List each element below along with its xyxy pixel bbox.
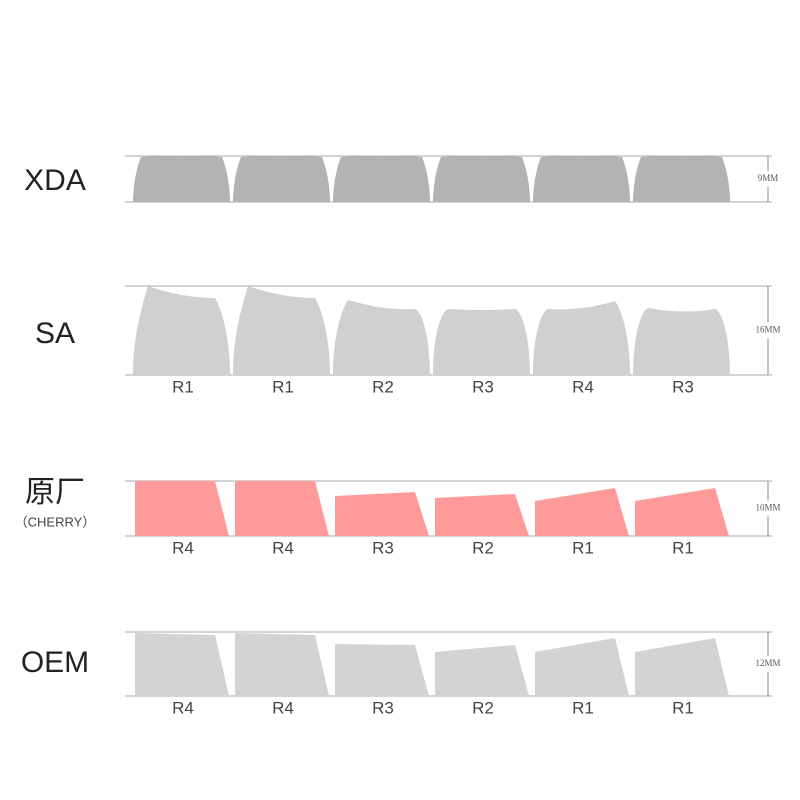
keycap bbox=[335, 492, 429, 536]
keycap bbox=[235, 481, 329, 536]
keycap bbox=[435, 494, 529, 536]
keycap bbox=[135, 633, 229, 696]
keycap bbox=[235, 633, 329, 696]
height-label: 10MM bbox=[755, 503, 780, 513]
keycap bbox=[135, 481, 229, 536]
keycap bbox=[635, 488, 729, 536]
row-label: R2 bbox=[372, 377, 394, 396]
keycap bbox=[633, 308, 730, 375]
row-label: R1 bbox=[672, 698, 694, 717]
keycap bbox=[333, 155, 430, 202]
keycap bbox=[233, 155, 330, 202]
keycap bbox=[533, 301, 630, 375]
row-label: R1 bbox=[272, 377, 294, 396]
keycap bbox=[535, 488, 629, 536]
row-label: R3 bbox=[372, 698, 394, 717]
profile-name: XDA bbox=[24, 164, 86, 197]
row-label: R2 bbox=[472, 538, 494, 557]
profile-subname: （CHERRY） bbox=[15, 514, 96, 529]
height-label: 12MM bbox=[755, 658, 780, 668]
keycap bbox=[435, 645, 529, 696]
row-label: R4 bbox=[172, 698, 194, 717]
row-label: R4 bbox=[272, 538, 294, 557]
row-label: R2 bbox=[472, 698, 494, 717]
row-label: R1 bbox=[572, 698, 594, 717]
keycap bbox=[233, 286, 330, 375]
row-label: R4 bbox=[572, 377, 594, 396]
keycap bbox=[335, 644, 429, 696]
row-label: R4 bbox=[272, 698, 294, 717]
keycap bbox=[333, 300, 430, 375]
keycap bbox=[635, 638, 729, 696]
row-label: R4 bbox=[172, 538, 194, 557]
keycap bbox=[533, 155, 630, 202]
height-label: 9MM bbox=[758, 173, 779, 183]
keycap bbox=[433, 155, 530, 202]
keycap bbox=[535, 638, 629, 696]
row-label: R1 bbox=[672, 538, 694, 557]
keycap bbox=[633, 155, 730, 202]
row-label: R3 bbox=[372, 538, 394, 557]
row-label: R3 bbox=[672, 377, 694, 396]
keycap bbox=[433, 309, 530, 375]
profile-name: 原厂 bbox=[25, 476, 85, 509]
height-label: 16MM bbox=[755, 325, 780, 335]
profile-name: SA bbox=[35, 317, 75, 350]
row-label: R3 bbox=[472, 377, 494, 396]
keycap bbox=[133, 286, 230, 375]
row-label: R1 bbox=[172, 377, 194, 396]
keycap bbox=[133, 155, 230, 202]
row-label: R1 bbox=[572, 538, 594, 557]
profile-name: OEM bbox=[21, 646, 89, 679]
